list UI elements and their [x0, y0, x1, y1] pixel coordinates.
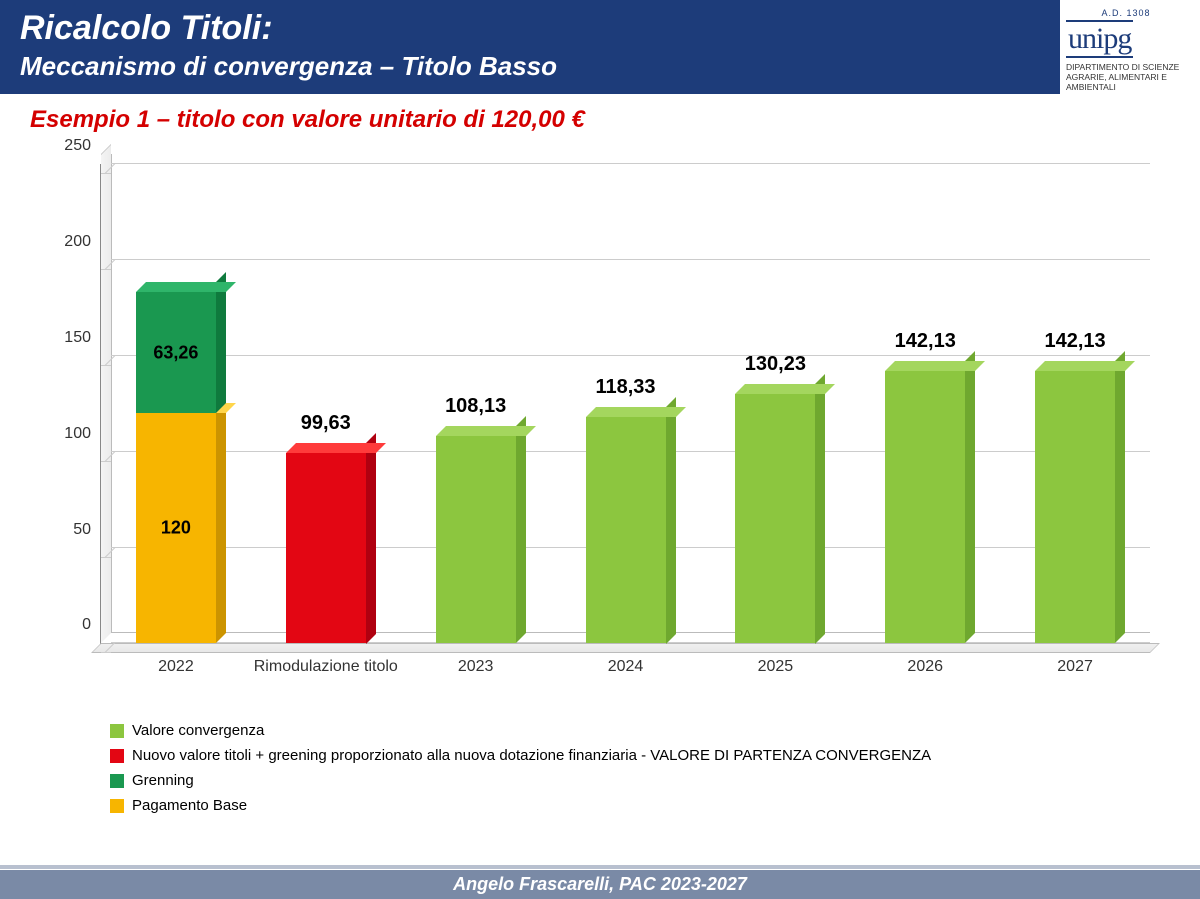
- bar-slot: 118,332024: [551, 164, 701, 643]
- plot-area: 12063,26202299,63Rimodulazione titolo108…: [100, 164, 1150, 644]
- legend-item: Grenning: [110, 772, 1200, 789]
- legend-swatch: [110, 724, 124, 738]
- legend-label: Valore convergenza: [132, 722, 264, 739]
- bar-value-label: 118,33: [531, 376, 721, 399]
- y-axis-label: 100: [64, 425, 91, 443]
- legend-item: Nuovo valore titoli + greening proporzio…: [110, 747, 1200, 764]
- y-axis-label: 200: [64, 233, 91, 251]
- legend-item: Valore convergenza: [110, 722, 1200, 739]
- legend-label: Nuovo valore titoli + greening proporzio…: [132, 747, 931, 764]
- bar-slot: 12063,262022: [101, 164, 251, 643]
- bar-slot: 99,63Rimodulazione titolo: [251, 164, 401, 643]
- legend-swatch: [110, 749, 124, 763]
- slide-title: Ricalcolo Titoli:: [20, 10, 1040, 47]
- bar-segment-label: 120: [136, 518, 216, 539]
- legend-label: Pagamento Base: [132, 797, 247, 814]
- logo-name: unipg: [1066, 20, 1133, 58]
- bar-segment: [1035, 371, 1115, 643]
- bar-value-label: 142,13: [980, 330, 1170, 353]
- chart-legend: Valore convergenza Nuovo valore titoli + …: [110, 722, 1200, 814]
- bar-segment: 120: [136, 413, 216, 643]
- x-axis-label: 2027: [980, 657, 1170, 676]
- y-axis-label: 250: [64, 137, 91, 155]
- university-logo: A.D. 1308 unipg DIPARTIMENTO DI SCIENZE …: [1066, 8, 1186, 93]
- slide-header: Ricalcolo Titoli: Meccanismo di converge…: [0, 0, 1060, 94]
- chart-3d-floor: [91, 643, 1160, 653]
- bar-segment: [586, 417, 666, 644]
- bar-segment: [436, 436, 516, 643]
- bar-slot: 130,232025: [700, 164, 850, 643]
- legend-item: Pagamento Base: [110, 797, 1200, 814]
- legend-label: Grenning: [132, 772, 194, 789]
- bars-group: 12063,26202299,63Rimodulazione titolo108…: [101, 164, 1150, 643]
- footer-text: Angelo Frascarelli, PAC 2023-2027: [453, 874, 747, 894]
- logo-year: A.D. 1308: [1066, 8, 1186, 18]
- y-axis-label: 50: [73, 521, 91, 539]
- slide-subtitle: Meccanismo di convergenza – Titolo Basso: [20, 51, 1040, 82]
- bar-segment: [286, 453, 366, 644]
- legend-swatch: [110, 799, 124, 813]
- bar-segment-label: 63,26: [136, 342, 216, 363]
- legend-swatch: [110, 774, 124, 788]
- bar-slot: 142,132027: [1000, 164, 1150, 643]
- bar-value-label: 130,23: [680, 353, 870, 376]
- bar-slot: 142,132026: [850, 164, 1000, 643]
- slide-footer: Angelo Frascarelli, PAC 2023-2027: [0, 870, 1200, 899]
- logo-department: DIPARTIMENTO DI SCIENZE AGRARIE, ALIMENT…: [1066, 62, 1186, 93]
- bar-slot: 108,132023: [401, 164, 551, 643]
- y-axis-label: 0: [82, 616, 91, 634]
- bar-segment: 63,26: [136, 292, 216, 413]
- chart-container: 12063,26202299,63Rimodulazione titolo108…: [40, 144, 1160, 704]
- bar-segment: [885, 371, 965, 643]
- footer-stripe: [0, 865, 1200, 869]
- example-label: Esempio 1 – titolo con valore unitario d…: [30, 106, 1200, 134]
- y-axis-label: 150: [64, 329, 91, 347]
- bar-segment: [735, 394, 815, 644]
